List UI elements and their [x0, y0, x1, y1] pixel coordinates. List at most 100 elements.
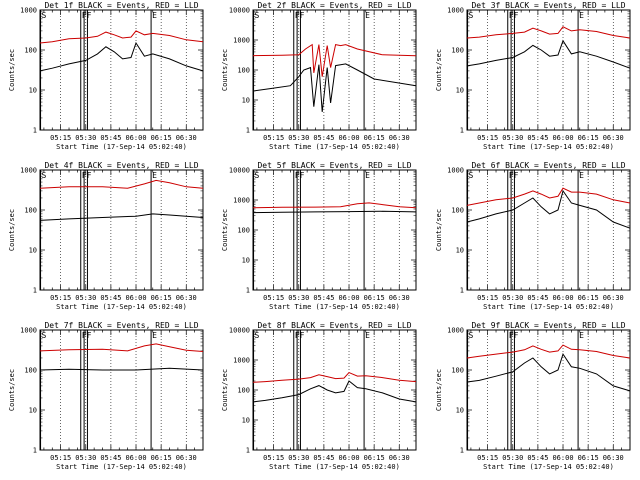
flag-label-e: E	[365, 331, 370, 340]
x-tick-label: 06:15	[578, 294, 599, 302]
x-tick-label: 06:15	[578, 454, 599, 462]
y-tick-label: 1	[33, 127, 37, 135]
x-tick-label: 06:00	[338, 294, 359, 302]
x-tick-label: 05:30	[75, 294, 96, 302]
x-tick-label: 06:30	[603, 294, 624, 302]
y-tick-label: 1000	[20, 327, 37, 335]
flag-label-ff: FF	[509, 331, 519, 340]
x-tick-label: 06:15	[151, 294, 172, 302]
flag-label-s: S	[469, 171, 474, 180]
x-tick-label: 05:45	[100, 134, 121, 142]
y-axis-label: Counts/sec	[8, 209, 16, 251]
x-tick-label: 06:30	[389, 454, 410, 462]
panel-det-5: Det 5f BLACK = Events, RED = LLD 05:15 05:…	[221, 161, 417, 311]
x-tick-label: 06:30	[176, 134, 197, 142]
flag-label-s: S	[42, 171, 47, 180]
x-tick-label: 05:45	[527, 294, 548, 302]
panel-title: Det 9f BLACK = Events, RED = LLD	[471, 321, 625, 330]
x-tick-label: 05:45	[527, 454, 548, 462]
series-lld-line	[466, 344, 631, 359]
x-axis-label: Start Time (17-Sep-14 05:02:40)	[483, 303, 614, 311]
series-lld-line	[252, 202, 417, 209]
panel-det-1: Det 1f BLACK = Events, RED = LLD 05:15 05:…	[8, 1, 204, 151]
series-events-line	[39, 41, 204, 72]
y-tick-label: 10	[242, 257, 250, 265]
y-tick-label: 10	[242, 97, 250, 105]
y-tick-label: 1	[460, 127, 464, 135]
panel-det-8: Det 8f BLACK = Events, RED = LLD 05:15 05:…	[221, 321, 417, 471]
x-tick-label: 05:30	[288, 294, 309, 302]
y-tick-label: 10	[29, 247, 37, 255]
flag-label-e: E	[152, 11, 157, 20]
flag-label-e: E	[365, 171, 370, 180]
panel-det-9: Det 9f BLACK = Events, RED = LLD 05:15 05:…	[435, 321, 631, 471]
y-tick-label: 1000	[20, 167, 37, 175]
x-tick-label: 05:30	[75, 134, 96, 142]
panel-title: Det 3f BLACK = Events, RED = LLD	[471, 1, 625, 10]
x-tick-label: 06:30	[389, 294, 410, 302]
x-tick-label: 05:30	[502, 454, 523, 462]
y-tick-label: 10000	[229, 167, 250, 175]
y-axis-label: Counts/sec	[8, 369, 16, 411]
flag-label-e: E	[579, 331, 584, 340]
panel-title: Det 5f BLACK = Events, RED = LLD	[257, 161, 411, 170]
x-tick-label: 05:15	[50, 454, 71, 462]
panel-title: Det 7f BLACK = Events, RED = LLD	[44, 321, 198, 330]
plot-frame	[252, 329, 417, 451]
flag-label-s: S	[469, 11, 474, 20]
x-tick-label: 05:45	[527, 134, 548, 142]
flag-label-ff: FF	[82, 11, 92, 20]
y-axis-label: Counts/sec	[8, 49, 16, 91]
x-tick-label: 05:15	[477, 454, 498, 462]
series-events-line	[252, 63, 417, 112]
y-tick-label: 10000	[229, 327, 250, 335]
series-lld-line	[39, 343, 204, 352]
x-tick-label: 05:15	[50, 134, 71, 142]
x-tick-label: 05:30	[75, 454, 96, 462]
x-tick-label: 06:30	[176, 294, 197, 302]
panel-title: Det 2f BLACK = Events, RED = LLD	[257, 1, 411, 10]
flag-label-s: S	[469, 331, 474, 340]
x-tick-label: 05:30	[502, 294, 523, 302]
x-tick-label: 06:00	[125, 454, 146, 462]
series-events-line	[466, 39, 631, 69]
x-tick-label: 05:45	[313, 134, 334, 142]
x-tick-label: 06:15	[364, 454, 385, 462]
flag-label-e: E	[152, 331, 157, 340]
x-tick-label: 06:30	[389, 134, 410, 142]
flag-label-ff: FF	[82, 331, 92, 340]
flag-label-ff: FF	[295, 11, 305, 20]
x-tick-label: 05:15	[263, 134, 284, 142]
x-tick-label: 06:00	[338, 134, 359, 142]
y-tick-label: 1000	[447, 167, 464, 175]
flag-label-s: S	[255, 331, 260, 340]
y-axis-label: Counts/sec	[221, 209, 229, 251]
y-axis-label: Counts/sec	[435, 369, 443, 411]
y-tick-label: 100	[451, 367, 464, 375]
x-tick-label: 05:45	[313, 294, 334, 302]
y-tick-label: 1000	[447, 327, 464, 335]
y-tick-label: 10	[242, 417, 250, 425]
x-axis-label: Start Time (17-Sep-14 05:02:40)	[56, 303, 187, 311]
y-axis-label: Counts/sec	[435, 49, 443, 91]
x-tick-label: 05:45	[313, 454, 334, 462]
panel-det-6: Det 6f BLACK = Events, RED = LLD 05:15 05:…	[435, 161, 631, 311]
plot-frame	[39, 329, 204, 451]
y-tick-label: 100	[237, 67, 250, 75]
x-tick-label: 06:00	[125, 134, 146, 142]
y-tick-label: 100	[24, 47, 37, 55]
x-tick-label: 05:45	[100, 294, 121, 302]
x-tick-label: 06:15	[364, 294, 385, 302]
plot-frame	[39, 9, 204, 131]
y-tick-label: 1	[246, 447, 250, 455]
series-events-line	[466, 352, 631, 392]
x-axis-label: Start Time (17-Sep-14 05:02:40)	[269, 463, 400, 471]
flag-label-s: S	[42, 331, 47, 340]
x-tick-label: 06:00	[552, 454, 573, 462]
y-tick-label: 1000	[20, 7, 37, 15]
flag-label-ff: FF	[295, 331, 305, 340]
x-tick-label: 05:15	[477, 134, 498, 142]
x-axis-label: Start Time (17-Sep-14 05:02:40)	[269, 303, 400, 311]
y-tick-label: 100	[451, 47, 464, 55]
